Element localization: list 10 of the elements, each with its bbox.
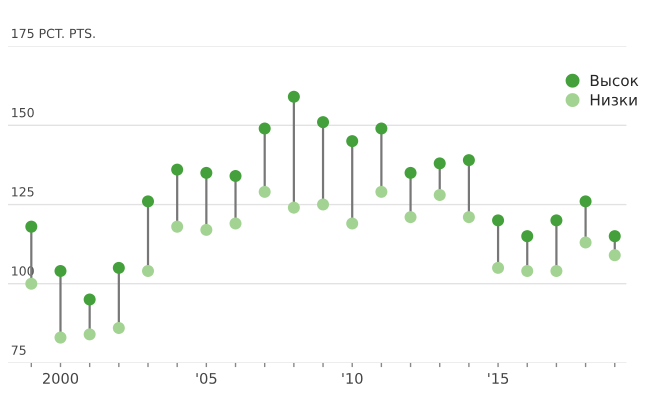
y-tick-label: 75 — [12, 346, 26, 355]
x-tick-label: 2000 — [43, 372, 78, 384]
y-tick-label: 125 — [12, 187, 34, 197]
y-tick-label: 150 — [12, 108, 34, 118]
legend-label: Высок — [590, 74, 638, 86]
x-tick-label: '10 — [342, 372, 363, 384]
x-tick-label: '05 — [196, 372, 216, 384]
x-tick-label: '15 — [488, 373, 508, 384]
y-tick-label: 175 PCT. PTS. — [12, 28, 95, 38]
legend-label: Низки — [590, 94, 637, 106]
